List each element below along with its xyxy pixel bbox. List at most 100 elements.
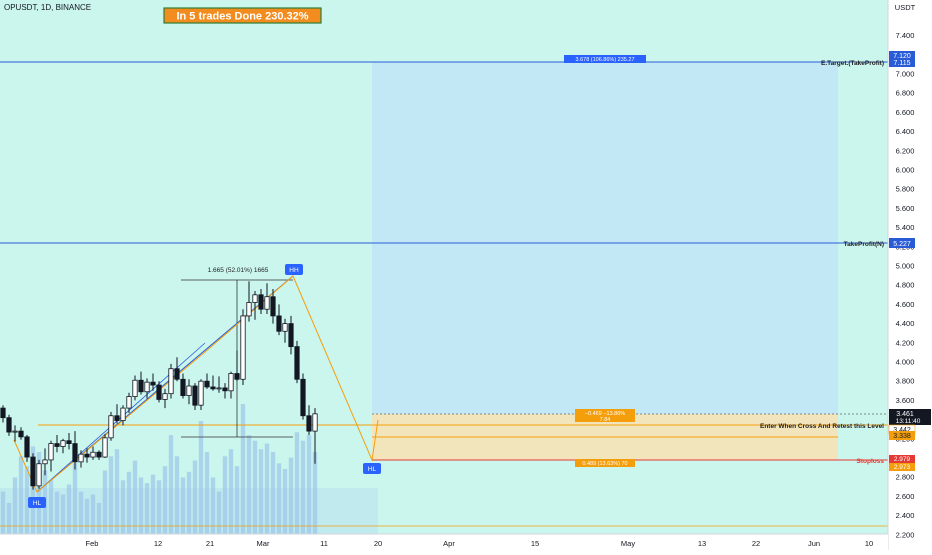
time-tick-label: 20	[374, 539, 382, 548]
candle	[78, 450, 84, 468]
volume-bar	[258, 449, 264, 534]
svg-text:7.84: 7.84	[600, 417, 611, 423]
badge-current: 3.461 13:11:40	[889, 409, 931, 425]
price-tick-label: 7.000	[896, 70, 915, 79]
candle	[24, 434, 30, 462]
candle	[258, 289, 264, 314]
svg-text:3.442: 3.442	[893, 427, 911, 434]
volume-bar	[270, 452, 276, 534]
volume-bar	[36, 452, 42, 534]
volume-bar	[264, 443, 270, 534]
candle	[84, 448, 90, 463]
candle	[54, 434, 60, 453]
time-tick-label: 12	[154, 539, 162, 548]
enter-label: Enter When Cross And Retest this Level	[760, 423, 884, 430]
volume-bar	[252, 440, 258, 534]
symbol-title[interactable]: OPUSDT, 1D, BINANCE	[4, 3, 91, 12]
svg-text:3.338: 3.338	[893, 433, 911, 440]
badge-target: 7.120 7.115	[889, 51, 915, 67]
time-tick-label: 15	[531, 539, 539, 548]
svg-text:3.678 (106.86%) 235.27: 3.678 (106.86%) 235.27	[575, 57, 634, 63]
price-tick-label: 2.800	[896, 473, 915, 482]
volume-bar	[168, 435, 174, 534]
volume-bar	[6, 502, 12, 534]
price-tick-label: 4.800	[896, 281, 915, 290]
candle	[198, 379, 204, 410]
candle	[306, 405, 312, 435]
price-tick-label: 3.600	[896, 396, 915, 405]
svg-text:3.461: 3.461	[896, 411, 914, 418]
volume-bar	[216, 491, 222, 534]
volume-bar	[234, 466, 240, 534]
time-tick-label: 21	[206, 539, 214, 548]
volume-bar	[60, 494, 66, 534]
candle	[174, 357, 180, 382]
volume-bar	[102, 470, 108, 534]
badge-stoploss: 2.979 2.973	[889, 455, 915, 471]
price-tick-label: 5.000	[896, 262, 915, 271]
volume-bar	[180, 477, 186, 534]
candle	[60, 438, 66, 454]
price-tick-label: 4.600	[896, 300, 915, 309]
volume-bar	[228, 449, 234, 534]
volume-bar	[84, 498, 90, 534]
candle	[192, 383, 198, 410]
candle	[30, 453, 36, 490]
candle	[294, 340, 300, 384]
pivot-hl-left: HL	[28, 497, 46, 508]
volume-bar	[78, 491, 84, 534]
time-axis[interactable]	[0, 534, 888, 550]
volume-bar	[126, 471, 132, 534]
candle	[288, 315, 294, 355]
candle	[264, 283, 270, 314]
volume-bar	[312, 452, 318, 534]
candle	[252, 290, 258, 320]
volume-bar	[210, 477, 216, 534]
volume-bar	[192, 460, 198, 534]
price-tick-label: 2.200	[896, 530, 915, 539]
candle	[180, 373, 186, 399]
candle	[270, 289, 276, 324]
svg-text:HL: HL	[368, 466, 377, 473]
candle	[240, 309, 246, 386]
volume-bar	[0, 491, 6, 534]
volume-bar	[144, 483, 150, 534]
volume-bar	[204, 452, 210, 534]
svg-text:2.973: 2.973	[894, 464, 911, 471]
svg-text:0.489 (13.63%) 70: 0.489 (13.63%) 70	[582, 461, 627, 467]
candle	[12, 425, 18, 442]
price-tick-label: 2.400	[896, 511, 915, 520]
time-tick-label: 10	[865, 539, 873, 548]
svg-text:13:11:40: 13:11:40	[896, 418, 921, 425]
candle	[96, 450, 102, 460]
svg-text:−0.469 −13.86%: −0.469 −13.86%	[585, 411, 625, 417]
volume-bar	[108, 456, 114, 534]
volume-bar	[138, 477, 144, 534]
svg-text:7.115: 7.115	[894, 60, 911, 67]
price-tick-label: 6.200	[896, 146, 915, 155]
volume-bar	[186, 471, 192, 534]
takeprofit-label: TakeProfit(N)	[844, 241, 884, 248]
volume-bar	[282, 469, 288, 534]
candle	[132, 375, 138, 401]
time-tick-label: 13	[698, 539, 706, 548]
candle	[276, 304, 282, 336]
volume-bar	[276, 463, 282, 534]
candle	[186, 379, 192, 405]
currency-label[interactable]: USDT	[895, 3, 916, 12]
price-tick-label: 3.800	[896, 377, 915, 386]
candle	[114, 404, 120, 424]
time-tick-label: May	[621, 539, 635, 548]
volume-bar	[246, 435, 252, 534]
candle	[48, 440, 54, 472]
price-tick-label: 7.400	[896, 31, 915, 40]
candle	[222, 383, 228, 399]
svg-text:2.979: 2.979	[894, 456, 911, 463]
pivot-hh: HH	[285, 264, 303, 275]
time-tick-label: Mar	[257, 539, 270, 548]
candle	[18, 427, 24, 440]
candle	[282, 318, 288, 343]
volume-bar	[24, 466, 30, 534]
